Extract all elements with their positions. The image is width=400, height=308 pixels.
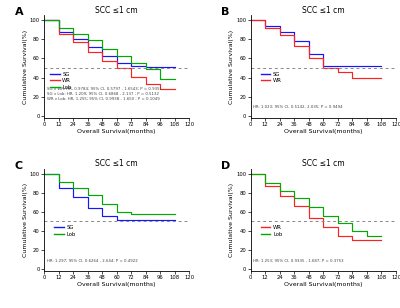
Title: SCC ≤1 cm: SCC ≤1 cm xyxy=(302,159,344,168)
Legend: SG, Lob: SG, Lob xyxy=(54,225,76,237)
Y-axis label: Cumulative Survival(%): Cumulative Survival(%) xyxy=(23,183,28,257)
Legend: SG, WR: SG, WR xyxy=(260,71,282,84)
Text: D: D xyxy=(222,160,231,171)
Text: HR: 1.023; 95% CI, 0.5142- 2.035; P = 0.9494: HR: 1.023; 95% CI, 0.5142- 2.035; P = 0.… xyxy=(254,105,343,109)
X-axis label: Overall Survival(months): Overall Survival(months) xyxy=(284,282,362,287)
Text: B: B xyxy=(222,7,230,17)
Text: C: C xyxy=(15,160,23,171)
Y-axis label: Cumulative Survival(%): Cumulative Survival(%) xyxy=(229,30,234,103)
Title: SCC ≤1 cm: SCC ≤1 cm xyxy=(96,6,138,14)
X-axis label: Overall Survival(months): Overall Survival(months) xyxy=(78,282,156,287)
Text: HR: 1.297; 95% CI, 0.6264 - 2.644; P = 0.4922: HR: 1.297; 95% CI, 0.6264 - 2.644; P = 0… xyxy=(47,259,138,263)
Text: SG v WR: HR, 0.9784; 95% CI, 0.5797 - 1.6543; P = 0.9351
SG v Lob: HR, 1.209; 95: SG v WR: HR, 0.9784; 95% CI, 0.5797 - 1.… xyxy=(47,87,162,101)
Text: A: A xyxy=(15,7,24,17)
Legend: SG, WR, Lob: SG, WR, Lob xyxy=(50,71,72,91)
X-axis label: Overall Survival(months): Overall Survival(months) xyxy=(284,129,362,134)
Title: SCC ≤1 cm: SCC ≤1 cm xyxy=(96,159,138,168)
Text: HR: 1.253; 95% CI, 0.9335 - 1.687; P = 0.3753: HR: 1.253; 95% CI, 0.9335 - 1.687; P = 0… xyxy=(254,259,344,263)
Legend: WR, Lob: WR, Lob xyxy=(260,225,283,237)
Title: SCC ≤1 cm: SCC ≤1 cm xyxy=(302,6,344,14)
Y-axis label: Cumulative Survival(%): Cumulative Survival(%) xyxy=(23,30,28,103)
Y-axis label: Cumulative Survival(%): Cumulative Survival(%) xyxy=(229,183,234,257)
X-axis label: Overall Survival(months): Overall Survival(months) xyxy=(78,129,156,134)
